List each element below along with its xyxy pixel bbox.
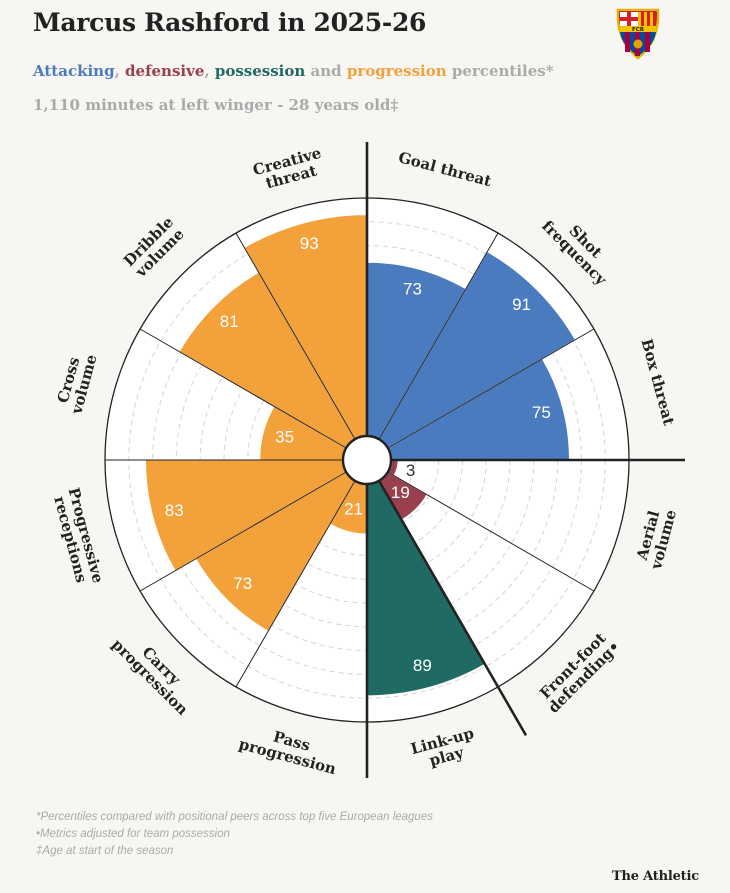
value-label-2: 75 bbox=[532, 403, 551, 422]
sector-divider-1 bbox=[378, 232, 499, 440]
value-label-6: 21 bbox=[344, 500, 363, 519]
value-label-1: 91 bbox=[512, 295, 531, 314]
category-label-9: Crossvolume bbox=[52, 348, 101, 416]
category-label-11: Creativethreat bbox=[251, 144, 327, 195]
subtitle-and: and bbox=[305, 62, 347, 80]
value-label-10: 81 bbox=[220, 312, 239, 331]
category-label-6: Passprogression bbox=[237, 719, 342, 778]
subtitle-sep2: , bbox=[204, 62, 215, 80]
category-label-5: Link-upplay bbox=[409, 724, 480, 774]
category-label-3: Aerialvolume bbox=[631, 504, 680, 572]
value-label-3: 3 bbox=[406, 461, 415, 480]
crest-letters: FCB bbox=[632, 27, 644, 33]
category-label-0: Goal threat bbox=[397, 148, 494, 190]
sector-divider-4 bbox=[387, 471, 595, 592]
bar-layer bbox=[144, 214, 577, 697]
subtitle-defensive: defensive bbox=[125, 62, 205, 80]
value-label-8: 83 bbox=[165, 501, 184, 520]
axis-layer bbox=[105, 142, 685, 778]
value-label-9: 35 bbox=[275, 427, 294, 446]
sector-divider-11 bbox=[235, 232, 356, 440]
sector-divider-8 bbox=[139, 471, 347, 592]
subtitle-possession: possession bbox=[214, 62, 306, 80]
center-hub bbox=[341, 434, 393, 486]
subtitle-rest: percentiles* bbox=[446, 62, 554, 80]
sector-divider-10 bbox=[139, 328, 347, 449]
subtitle-attacking: Attacking bbox=[33, 62, 115, 80]
subtitle-sep1: , bbox=[114, 62, 126, 80]
fc-barcelona-crest-icon: FCB bbox=[616, 8, 660, 60]
value-label-5: 89 bbox=[413, 656, 432, 675]
footnote-possession: •Metrics adjusted for team possession bbox=[36, 828, 230, 840]
value-label-7: 73 bbox=[233, 574, 252, 593]
category-label-2: Box threat bbox=[638, 337, 678, 427]
value-layer: 73 91 75 3 19 89 21 73 83 35 81 93 bbox=[165, 234, 551, 675]
footnote-percentiles: *Percentiles compared with positional pe… bbox=[36, 811, 433, 823]
value-label-0: 73 bbox=[403, 280, 422, 299]
the-athletic-logo: The Athletic bbox=[612, 869, 699, 884]
sector-divider-7 bbox=[235, 480, 356, 688]
chart-subtitle: Attacking, defensive, possession and pro… bbox=[33, 62, 554, 80]
value-label-11: 93 bbox=[300, 234, 319, 253]
category-label-8: Progressivereceptions bbox=[49, 486, 107, 589]
sector-divider-2 bbox=[387, 328, 595, 449]
player-meta: 1,110 minutes at left winger - 28 years … bbox=[33, 96, 399, 114]
footnotes: *Percentiles compared with positional pe… bbox=[36, 809, 433, 860]
footnote-age: ‡Age at start of the season bbox=[36, 845, 174, 857]
category-label-10: Dribblevolume bbox=[120, 213, 188, 281]
value-label-4: 19 bbox=[391, 483, 410, 502]
chart-title: Marcus Rashford in 2025-26 bbox=[33, 8, 427, 37]
subtitle-progression: progression bbox=[346, 62, 447, 80]
group-separator-possession bbox=[377, 480, 528, 737]
